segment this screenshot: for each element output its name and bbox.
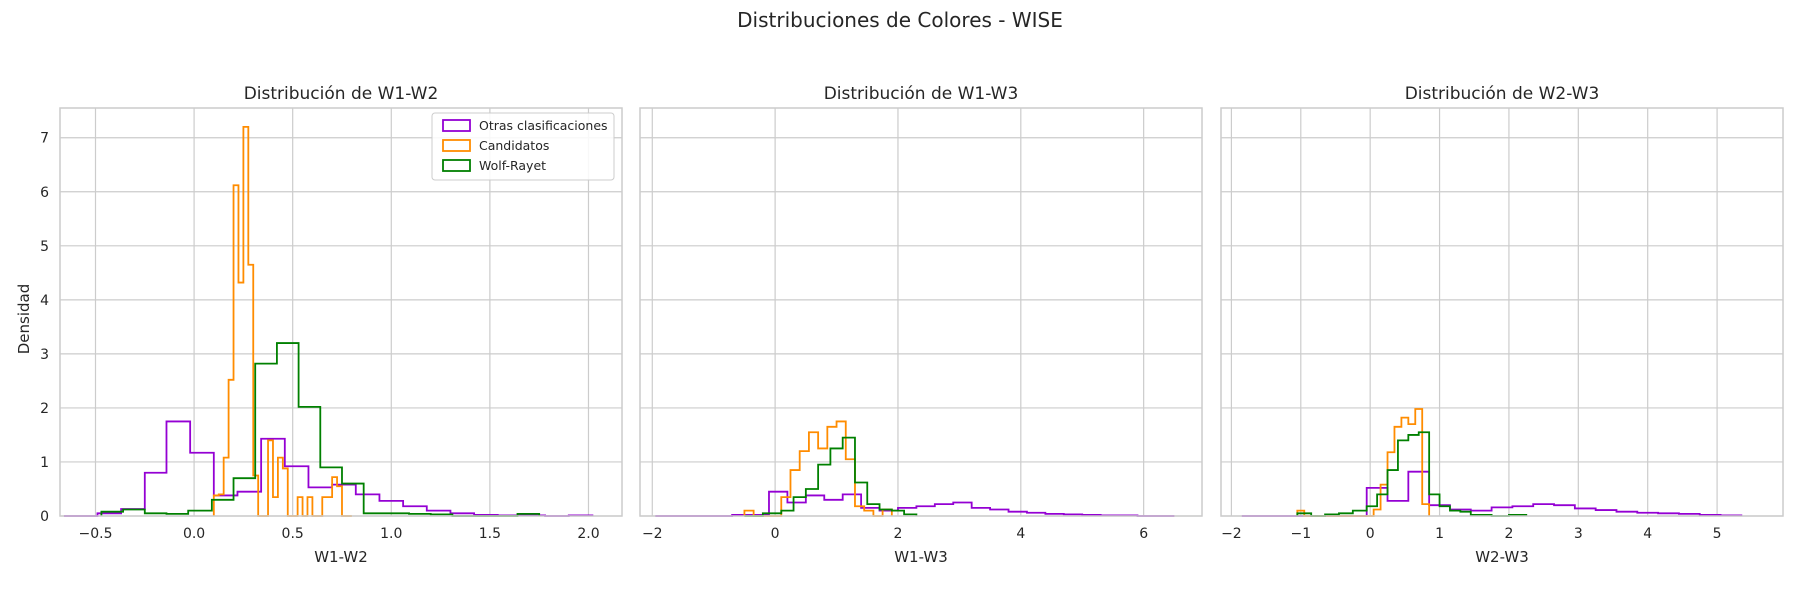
x-tick-label: −2 xyxy=(1221,526,1242,542)
y-tick-label: 0 xyxy=(40,509,49,525)
x-tick-label: 2 xyxy=(894,526,903,542)
legend-swatch xyxy=(442,139,471,152)
y-tick-label: 4 xyxy=(40,293,49,309)
series-otras-step xyxy=(1241,470,1743,517)
x-tick-label: −2 xyxy=(642,526,663,542)
y-tick-label: 6 xyxy=(40,185,49,201)
y-tick-label: 2 xyxy=(40,401,49,417)
legend-label: Wolf-Rayet xyxy=(479,158,546,173)
legend-label: Candidatos xyxy=(479,138,549,153)
x-tick-label: 0 xyxy=(771,526,780,542)
x-tick-label: 0 xyxy=(1366,526,1375,542)
x-tick-label: 0.0 xyxy=(183,526,205,542)
legend-label: Otras clasificaciones xyxy=(479,118,608,133)
panel-title: Distribución de W1-W3 xyxy=(824,84,1019,104)
x-tick-label: −0.5 xyxy=(78,526,112,542)
panels: −0.5 0.0 0.5 1.0 1.5 2.0 0 1 2 3 4 5 6 7 Distribución … xyxy=(40,84,1784,566)
x-tick-label: 2 xyxy=(1504,526,1513,542)
panel-title: Distribución de W2-W3 xyxy=(1405,84,1600,104)
axes-frame xyxy=(59,107,623,517)
series-otras-step xyxy=(63,420,594,517)
figure-title: Distribuciones de Colores - WISE xyxy=(737,8,1063,32)
x-tick-label: 0.5 xyxy=(282,526,304,542)
x-tick-label: 6 xyxy=(1139,526,1148,542)
legend: Otras clasificaciones Candidatos Wolf-Raye… xyxy=(431,112,615,181)
panel-2: −2 0 2 4 6 Distribución de W1-W3 W1-W3 xyxy=(639,84,1203,566)
x-axis-label: W1-W2 xyxy=(314,548,368,566)
x-axis-label: W1-W3 xyxy=(894,548,948,566)
panel-title: Distribución de W1-W2 xyxy=(244,84,439,104)
legend-box xyxy=(431,112,615,181)
x-tick-label: 2.0 xyxy=(577,526,599,542)
x-tick-label: 5 xyxy=(1713,526,1722,542)
legend-swatch xyxy=(442,119,471,132)
series-wolf-rayet-step xyxy=(1296,431,1528,517)
series-candidatos-step xyxy=(212,126,352,517)
legend-swatch xyxy=(442,159,471,172)
x-tick-label: 1 xyxy=(1435,526,1444,542)
x-tick-label: 4 xyxy=(1643,526,1652,542)
x-tick-label: 1.5 xyxy=(479,526,501,542)
x-tick-label: 4 xyxy=(1016,526,1025,542)
axes-frame xyxy=(639,107,1203,517)
series-otras-step xyxy=(655,490,1175,517)
panel-3: −2 −1 0 1 2 3 4 5 Distribución de W2-W3 W2-W3 xyxy=(1220,84,1784,566)
x-tick-label: 3 xyxy=(1574,526,1583,542)
x-tick-label: −1 xyxy=(1290,526,1311,542)
x-axis-label: W2-W3 xyxy=(1475,548,1529,566)
panel-1: −0.5 0.0 0.5 1.0 1.5 2.0 0 1 2 3 4 5 6 7 Distribución … xyxy=(40,84,623,566)
axes-frame xyxy=(1220,107,1784,517)
y-tick-label: 5 xyxy=(40,239,49,255)
series-wolf-rayet-step xyxy=(744,436,918,517)
y-axis-label: Densidad xyxy=(15,284,33,355)
y-tick-label: 3 xyxy=(40,347,49,363)
y-tick-label: 1 xyxy=(40,455,49,471)
y-tick-label: 7 xyxy=(40,131,49,147)
x-tick-label: 1.0 xyxy=(380,526,402,542)
